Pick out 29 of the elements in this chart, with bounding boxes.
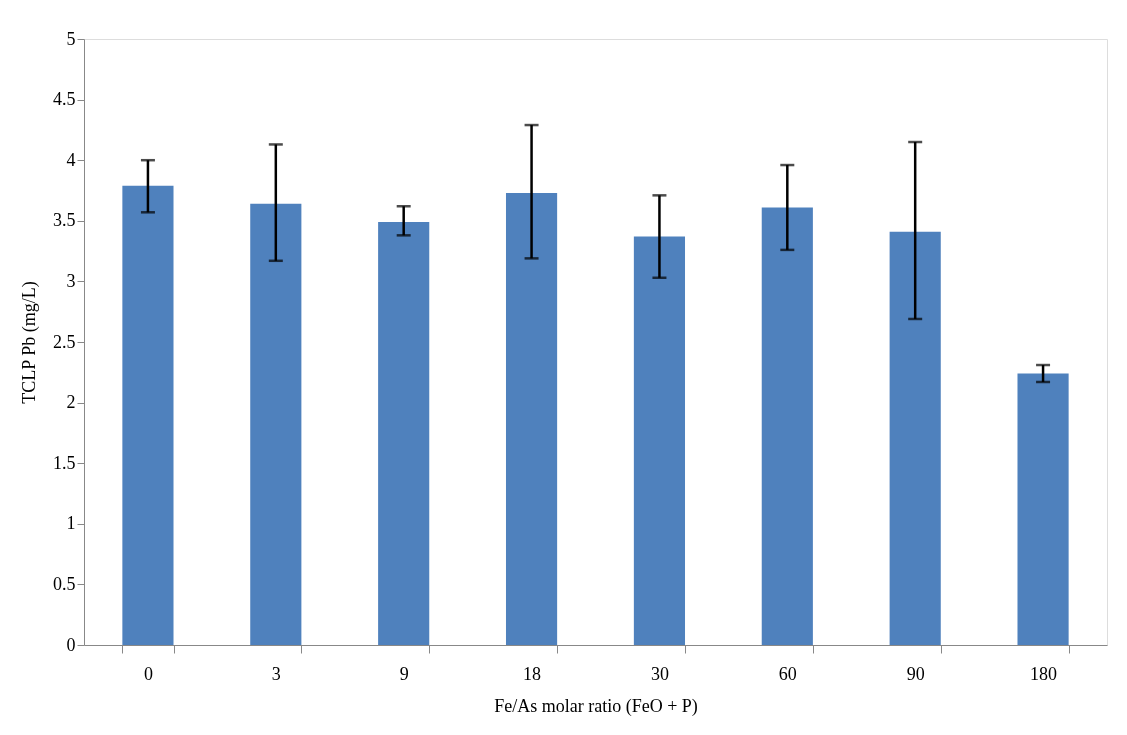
x-tick-label: 90 xyxy=(906,663,925,684)
y-tick-label: 2 xyxy=(66,392,76,413)
bar xyxy=(250,203,302,645)
x-tick-label: 30 xyxy=(650,663,669,684)
bar xyxy=(505,192,558,645)
y-tick-label: 1.5 xyxy=(53,452,76,473)
x-tick-label: 180 xyxy=(1030,663,1058,684)
bar xyxy=(1017,373,1069,645)
y-tick-label: 2.5 xyxy=(53,331,76,352)
y-tick-label: 5 xyxy=(66,28,76,49)
x-tick-label: 60 xyxy=(778,663,797,684)
y-tick-label: 0.5 xyxy=(53,573,76,594)
y-tick-label: 3.5 xyxy=(53,210,76,231)
y-tick-label: 0 xyxy=(66,634,76,655)
x-tick-label: 3 xyxy=(271,663,281,684)
bar xyxy=(633,236,686,645)
y-tick-label: 3 xyxy=(66,270,76,291)
x-tick-label: 18 xyxy=(523,663,542,684)
x-tick-label: 0 xyxy=(143,663,153,684)
bar xyxy=(122,185,174,645)
bar xyxy=(378,222,430,645)
y-tick-label: 1 xyxy=(66,513,76,534)
y-tick-label: 4.5 xyxy=(53,89,76,110)
y-tick-label: 4 xyxy=(66,149,76,170)
x-axis-title: Fe/As molar ratio (FeO + P) xyxy=(494,695,698,717)
bar xyxy=(761,207,813,645)
x-tick-label: 9 xyxy=(399,663,409,684)
bar xyxy=(889,231,941,645)
y-axis-title: TCLP Pb (mg/L) xyxy=(19,281,40,404)
